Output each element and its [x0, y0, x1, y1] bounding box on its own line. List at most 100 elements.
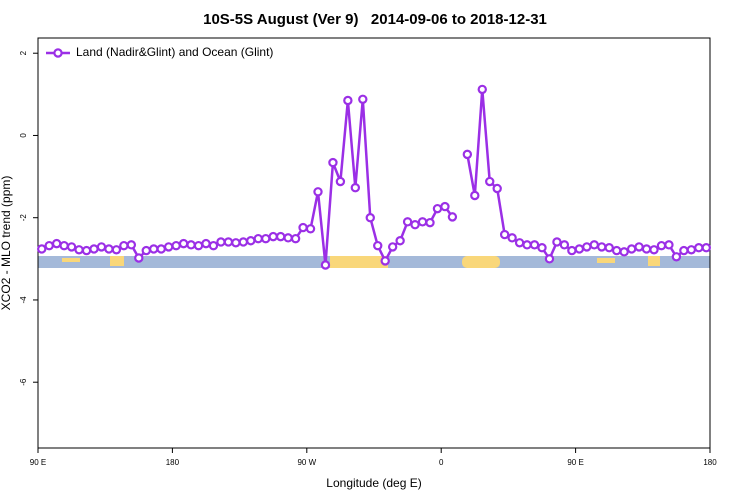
y-tick-label: 2: [19, 50, 28, 55]
point: [380, 256, 390, 266]
point: [163, 242, 174, 252]
point: [440, 201, 450, 212]
point: [298, 222, 308, 233]
y-tick-label: -6: [19, 378, 28, 386]
point: [425, 217, 435, 228]
point: [343, 95, 353, 106]
point: [402, 217, 413, 227]
point: [417, 217, 428, 227]
point: [552, 237, 562, 247]
point: [126, 240, 137, 250]
point: [559, 240, 570, 250]
point: [141, 245, 151, 256]
point: [447, 212, 458, 222]
point: [223, 237, 234, 247]
point: [529, 240, 540, 250]
point: [335, 176, 346, 187]
point: [328, 157, 338, 168]
point: [395, 236, 405, 246]
x-tick-label: 180: [703, 458, 717, 467]
point: [178, 238, 189, 249]
land-patch: [462, 256, 500, 268]
land-patch: [648, 256, 660, 266]
plot-frame: [37, 37, 711, 449]
land-patch: [62, 258, 80, 262]
point: [373, 240, 383, 251]
point: [290, 233, 301, 244]
point: [477, 84, 487, 95]
point: [492, 183, 502, 194]
point: [74, 245, 84, 255]
y-tick-label: -4: [19, 296, 28, 304]
point: [387, 242, 398, 252]
point: [350, 182, 361, 193]
point: [238, 237, 249, 247]
point: [51, 238, 62, 249]
legend-marker: [53, 48, 63, 58]
point: [313, 187, 323, 197]
point: [574, 244, 585, 254]
land-patch: [330, 256, 388, 268]
point: [537, 243, 547, 253]
point: [59, 240, 69, 251]
point: [544, 254, 555, 264]
x-tick-label: 0: [439, 458, 444, 467]
point: [216, 237, 226, 247]
x-tick-label: 180: [166, 458, 180, 467]
point: [410, 220, 420, 230]
point: [664, 240, 674, 250]
y-tick-label: -2: [19, 214, 28, 222]
point: [66, 242, 77, 252]
point: [507, 233, 517, 243]
map-strip: [38, 256, 710, 268]
point: [201, 238, 211, 249]
point: [694, 243, 704, 253]
point: [119, 240, 129, 251]
point: [567, 245, 577, 256]
point: [81, 245, 92, 256]
point: [246, 236, 256, 246]
x-tick-label: 90 W: [297, 458, 316, 467]
point: [171, 240, 181, 251]
point: [582, 242, 592, 252]
point: [485, 176, 495, 187]
point: [522, 240, 532, 250]
point: [320, 260, 331, 270]
point: [261, 233, 271, 244]
point: [626, 244, 637, 254]
point: [111, 245, 122, 255]
point: [44, 240, 54, 251]
point: [619, 247, 629, 257]
point: [96, 242, 107, 252]
point: [208, 240, 219, 251]
point: [656, 240, 667, 251]
point: [149, 244, 159, 254]
point: [358, 94, 368, 104]
y-axis-label: XCO2 - MLO trend (ppm): [0, 176, 13, 311]
point: [134, 253, 144, 263]
point: [283, 233, 293, 243]
point: [193, 240, 204, 251]
point: [701, 243, 711, 253]
point: [686, 245, 697, 255]
point: [611, 245, 622, 256]
point: [514, 238, 525, 248]
x-axis-label: Longitude (deg E): [326, 476, 421, 490]
point: [597, 242, 607, 252]
y-tick-label: 0: [19, 133, 28, 138]
point: [432, 203, 443, 214]
point: [679, 245, 689, 256]
point: [37, 244, 47, 254]
chart-title: 10S-5S August (Ver 9) 2014-09-06 to 2018…: [203, 11, 547, 28]
point: [499, 229, 510, 240]
point: [634, 242, 644, 252]
legend-label: Land (Nadir&Glint) and Ocean (Glint): [76, 45, 273, 59]
x-tick-label: 90 E: [567, 458, 583, 467]
point: [253, 233, 263, 244]
point: [305, 224, 316, 234]
land-patch: [110, 256, 124, 266]
point: [649, 245, 659, 255]
point: [470, 190, 480, 201]
